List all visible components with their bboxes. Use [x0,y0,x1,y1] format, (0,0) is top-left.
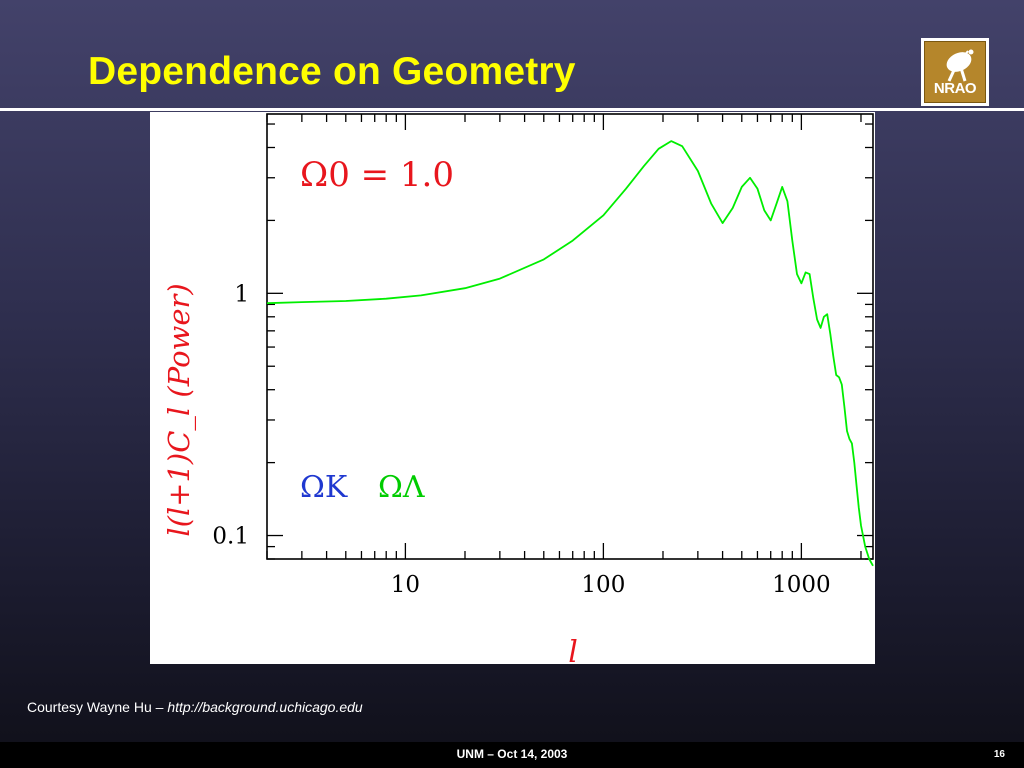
y-axis-label: l(l+1)C_l (Power) [162,283,197,536]
nrao-logo: NRAO [921,38,989,106]
page-number: 16 [993,749,1005,760]
x-tick-label: 100 [581,572,625,598]
credit-line: Courtesy Wayne Hu – http://background.uc… [27,699,363,715]
radio-telescope-icon [946,49,974,82]
slide-title: Dependence on Geometry [88,50,576,93]
omega-k-annotation: ΩK [300,470,348,505]
logo-text: NRAO [933,80,977,97]
y-axis-label-text: l(l+1)C_l (Power) [162,283,197,536]
omega-lambda-annotation: ΩΛ [378,470,425,505]
footer-bar: UNM – Oct 14, 2003 16 [0,742,1024,768]
credit-url-link[interactable]: http://background.uchicago.edu [167,699,363,715]
y-tick-label: 1 [234,281,249,307]
plot-frame [266,113,874,560]
power-spectrum-chart: l(l+1)C_l (Power) l Ω0 = 1.0 ΩK ΩΛ 10 100… [162,113,874,664]
x-tick-label: 1000 [772,572,831,598]
x-axis-label: l [568,635,578,664]
title-divider [0,108,1024,111]
power-spectrum-line [266,140,874,567]
x-tick-label: 10 [391,572,420,598]
footer-text: UNM – Oct 14, 2003 [456,747,568,761]
credit-prefix: Courtesy Wayne Hu – [27,699,168,715]
omega0-annotation: Ω0 = 1.0 [300,155,454,195]
y-tick-label: 0.1 [212,524,249,550]
chart-panel: l(l+1)C_l (Power) l Ω0 = 1.0 ΩK ΩΛ 10 100… [150,112,875,664]
